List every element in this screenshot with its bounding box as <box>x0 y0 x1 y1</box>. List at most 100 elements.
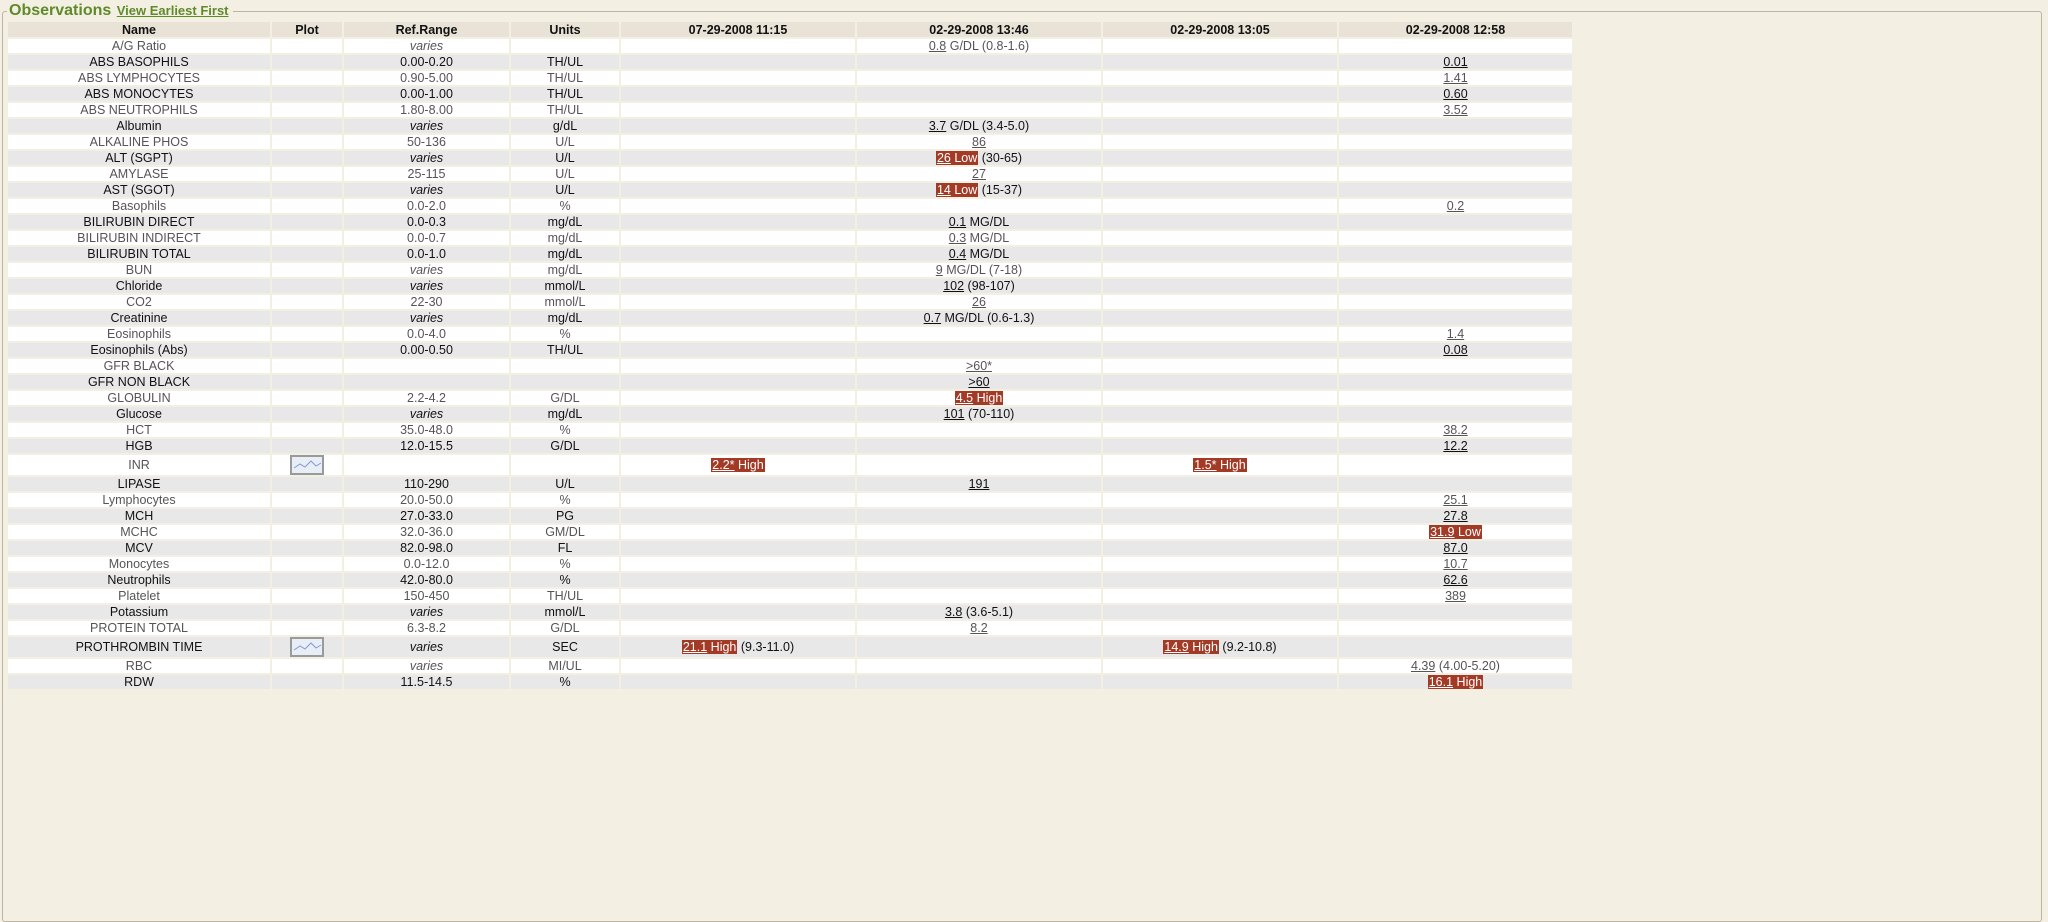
plot-cell <box>272 359 342 373</box>
table-row: Neutrophils 42.0-80.0% 62.6 <box>8 573 1572 587</box>
plot-chart-icon[interactable] <box>290 637 324 657</box>
result-value-link[interactable]: 1.4 <box>1446 327 1465 341</box>
result-cell <box>1339 407 1572 421</box>
view-earliest-first-link[interactable]: View Earliest First <box>116 3 229 18</box>
result-value-link[interactable]: 25.1 <box>1443 493 1468 507</box>
result-value-link[interactable]: 14.9 <box>1164 640 1189 654</box>
result-value-link[interactable]: 12.2 <box>1443 439 1468 453</box>
result-cell <box>857 493 1101 507</box>
result-cell <box>1103 391 1337 405</box>
result-value-link[interactable]: 101 <box>943 407 965 421</box>
result-cell: 87.0 <box>1339 541 1572 555</box>
units: mg/dL <box>511 311 619 325</box>
result-detail: (3.6-5.1) <box>965 605 1014 619</box>
plot-cell <box>272 605 342 619</box>
result-value-link[interactable]: 16.1 <box>1428 675 1454 689</box>
observation-name: ABS MONOCYTES <box>8 87 270 101</box>
table-row: PROTHROMBIN TIME varies SEC 21.1 High (9.3-… <box>8 637 1572 657</box>
observation-name: Eosinophils <box>8 327 270 341</box>
result-value-link[interactable]: 4.5 <box>955 391 974 405</box>
result-cell: 26 <box>857 295 1101 309</box>
ref-range: 50-136 <box>344 135 509 149</box>
result-value-link[interactable]: 191 <box>968 477 990 491</box>
result-value-link[interactable]: 3.7 <box>928 119 947 133</box>
result-cell <box>621 247 855 261</box>
table-row: AST (SGOT) varies U/L 14 Low (15-37) <box>8 183 1572 197</box>
result-value-link[interactable]: 2.2* <box>712 458 735 472</box>
observation-name: Lymphocytes <box>8 493 270 507</box>
ref-range <box>344 359 509 373</box>
abnormal-flag-badge: 1.5* High <box>1193 458 1247 472</box>
result-value-link[interactable]: 389 <box>1445 589 1466 603</box>
result-value-link[interactable]: 8.2 <box>970 621 988 635</box>
result-value-link[interactable]: 27.8 <box>1443 509 1468 523</box>
result-value-link[interactable]: 0.1 <box>948 215 967 229</box>
result-cell: 14 Low (15-37) <box>857 183 1101 197</box>
ref-range: varies <box>344 279 509 293</box>
observations-title: Observations <box>9 2 112 19</box>
result-value-link[interactable]: 26 <box>936 151 951 165</box>
plot-cell <box>272 295 342 309</box>
result-value-link[interactable]: 0.7 <box>923 311 942 325</box>
result-value-link[interactable]: 0.01 <box>1443 55 1468 69</box>
plot-cell <box>272 247 342 261</box>
result-cell <box>621 167 855 181</box>
col-header-date-3: 02-29-2008 13:05 <box>1103 22 1337 37</box>
result-cell <box>1103 525 1337 539</box>
table-row: ALKALINE PHOS 50-136 U/L 86 <box>8 135 1572 149</box>
result-value-link[interactable]: 0.3 <box>948 231 967 245</box>
result-value-link[interactable]: 4.39 <box>1411 659 1436 673</box>
result-value-link[interactable]: 1.5* <box>1194 458 1217 472</box>
observation-name: A/G Ratio <box>8 39 270 53</box>
result-value-link[interactable]: 0.8 <box>928 39 947 53</box>
result-value-link[interactable]: 86 <box>972 135 986 149</box>
result-cell <box>621 557 855 571</box>
result-value-link[interactable]: 26 <box>972 295 986 309</box>
result-value-link[interactable]: 31.9 <box>1430 525 1455 539</box>
result-value-link[interactable]: 0.60 <box>1443 87 1468 101</box>
result-value-link[interactable]: 38.2 <box>1443 423 1468 437</box>
observation-name: LIPASE <box>8 477 270 491</box>
result-value-link[interactable]: 27 <box>972 167 986 181</box>
result-cell <box>621 311 855 325</box>
result-value-link[interactable]: 87.0 <box>1443 541 1468 555</box>
plot-chart-icon[interactable] <box>290 455 324 475</box>
units: PG <box>511 509 619 523</box>
result-cell: 0.7 MG/DL (0.6-1.3) <box>857 311 1101 325</box>
ref-range: 0.0-12.0 <box>344 557 509 571</box>
units: % <box>511 423 619 437</box>
result-value-link[interactable]: >60 <box>968 375 990 389</box>
units: U/L <box>511 183 619 197</box>
result-value-link[interactable]: 62.6 <box>1443 573 1468 587</box>
result-cell <box>1103 605 1337 619</box>
result-cell <box>621 407 855 421</box>
result-cell <box>857 637 1101 657</box>
observation-name: BUN <box>8 263 270 277</box>
observation-name: HGB <box>8 439 270 453</box>
result-value-link[interactable]: 21.1 <box>682 640 708 654</box>
observation-name: MCHC <box>8 525 270 539</box>
table-row: BUN varies mg/dL 9 MG/DL (7-18) <box>8 263 1572 277</box>
result-value-link[interactable]: 3.8 <box>944 605 963 619</box>
result-value-link[interactable]: 14 <box>936 183 951 197</box>
result-value-link[interactable]: 9 <box>935 263 943 277</box>
result-cell <box>621 103 855 117</box>
observation-name: GFR NON BLACK <box>8 375 270 389</box>
result-cell: 3.7 G/DL (3.4-5.0) <box>857 119 1101 133</box>
result-value-link[interactable]: 0.4 <box>948 247 967 261</box>
units: TH/UL <box>511 55 619 69</box>
result-value-link[interactable]: 10.7 <box>1443 557 1468 571</box>
result-value-link[interactable]: 0.08 <box>1443 343 1468 357</box>
observation-name: RBC <box>8 659 270 673</box>
result-cell: 3.52 <box>1339 103 1572 117</box>
result-value-link[interactable]: 102 <box>943 279 965 293</box>
result-value-link[interactable]: 0.2 <box>1446 199 1465 213</box>
plot-cell <box>272 279 342 293</box>
units: U/L <box>511 135 619 149</box>
result-value-link[interactable]: >60* <box>965 359 993 373</box>
col-header-name[interactable]: Name <box>8 22 270 37</box>
table-row: ABS MONOCYTES 0.00-1.00 TH/UL 0.60 <box>8 87 1572 101</box>
result-value-link[interactable]: 1.41 <box>1443 71 1468 85</box>
result-value-link[interactable]: 3.52 <box>1443 103 1468 117</box>
observation-name: BILIRUBIN TOTAL <box>8 247 270 261</box>
